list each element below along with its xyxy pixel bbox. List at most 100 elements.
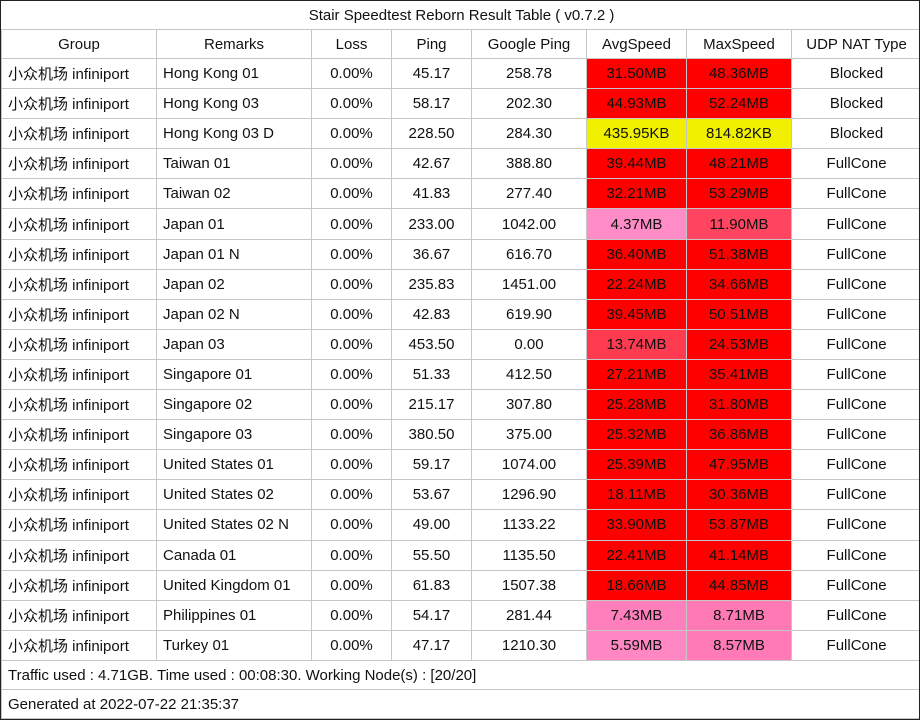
cell-remarks: Taiwan 01 [156, 148, 312, 180]
title-row: Stair Speedtest Reborn Result Table ( v0… [1, 1, 919, 30]
cell-udp-nat-type: FullCone [790, 449, 919, 481]
table-row: 小众机场 infiniport Taiwan 01 0.00% 42.67 388.80… [1, 148, 919, 180]
cell-group: 小众机场 infiniport [1, 419, 157, 451]
cell-avg-speed: 25.39MB [586, 449, 687, 481]
cell-ping: 49.00 [391, 509, 472, 541]
cell-loss: 0.00% [311, 599, 392, 631]
cell-group: 小众机场 infiniport [1, 509, 157, 541]
cell-loss: 0.00% [311, 539, 392, 571]
cell-ping: 54.17 [391, 599, 472, 631]
cell-avg-speed: 25.28MB [586, 389, 687, 421]
cell-avg-speed: 4.37MB [586, 208, 687, 240]
cell-avg-speed: 39.45MB [586, 298, 687, 330]
cell-group: 小众机场 infiniport [1, 479, 157, 511]
cell-avg-speed: 18.11MB [586, 479, 687, 511]
cell-loss: 0.00% [311, 88, 392, 120]
table-row: 小众机场 infiniport Japan 01 N 0.00% 36.67 616.7… [1, 238, 919, 270]
cell-remarks: Singapore 01 [156, 358, 312, 391]
table-row: 小众机场 infiniport United States 02 0.00% 53.6… [1, 479, 919, 511]
cell-remarks: United States 01 [156, 449, 312, 481]
cell-max-speed: 48.21MB [686, 148, 792, 180]
cell-udp-nat-type: Blocked [790, 88, 919, 120]
cell-group: 小众机场 infiniport [1, 88, 157, 120]
cell-remarks: Singapore 03 [156, 419, 312, 451]
cell-remarks: Japan 02 N [156, 298, 312, 330]
cell-group: 小众机场 infiniport [1, 599, 157, 631]
cell-avg-speed: 5.59MB [586, 629, 687, 662]
cell-avg-speed: 435.95KB [586, 118, 687, 150]
generated-row: Generated at 2022-07-22 21:35:37 [1, 689, 919, 719]
cell-group: 小众机场 infiniport [1, 449, 157, 481]
generated-line: Generated at 2022-07-22 21:35:37 [1, 689, 919, 719]
cell-google-ping: 1135.50 [471, 539, 587, 571]
cell-ping: 228.50 [391, 118, 472, 150]
cell-remarks: Singapore 02 [156, 389, 312, 421]
cell-ping: 215.17 [391, 389, 472, 421]
cell-ping: 41.83 [391, 178, 472, 210]
cell-max-speed: 41.14MB [686, 539, 792, 571]
table-row: 小众机场 infiniport Philippines 01 0.00% 54.17 2… [1, 599, 919, 631]
table-row: 小众机场 infiniport Singapore 02 0.00% 215.17 30… [1, 389, 919, 421]
cell-remarks: Japan 01 [156, 208, 312, 240]
table-row: 小众机场 infiniport Japan 01 0.00% 233.00 1042.0… [1, 208, 919, 240]
cell-google-ping: 1507.38 [471, 569, 587, 601]
cell-google-ping: 388.80 [471, 148, 587, 180]
cell-ping: 58.17 [391, 88, 472, 120]
cell-max-speed: 8.57MB [686, 629, 792, 662]
table-row: 小众机场 infiniport Japan 03 0.00% 453.50 0.00 13… [1, 328, 919, 360]
cell-ping: 45.17 [391, 57, 472, 90]
cell-remarks: Hong Kong 03 D [156, 118, 312, 150]
cell-max-speed: 35.41MB [686, 358, 792, 391]
cell-google-ping: 281.44 [471, 599, 587, 631]
cell-udp-nat-type: FullCone [790, 479, 919, 511]
column-header-google-ping: Google Ping [471, 29, 587, 59]
cell-remarks: Turkey 01 [156, 629, 312, 662]
cell-ping: 380.50 [391, 419, 472, 451]
column-header-avg-speed: AvgSpeed [586, 29, 687, 59]
cell-udp-nat-type: Blocked [790, 118, 919, 150]
cell-google-ping: 1133.22 [471, 509, 587, 541]
cell-max-speed: 11.90MB [686, 208, 792, 240]
cell-group: 小众机场 infiniport [1, 539, 157, 571]
cell-ping: 53.67 [391, 479, 472, 511]
cell-loss: 0.00% [311, 238, 392, 270]
cell-avg-speed: 44.93MB [586, 88, 687, 120]
cell-loss: 0.00% [311, 178, 392, 210]
cell-udp-nat-type: FullCone [790, 509, 919, 541]
cell-max-speed: 48.36MB [686, 57, 792, 90]
table-row: 小众机场 infiniport United Kingdom 01 0.00% 61.… [1, 569, 919, 601]
cell-loss: 0.00% [311, 358, 392, 391]
cell-group: 小众机场 infiniport [1, 569, 157, 601]
table-row: 小众机场 infiniport Taiwan 02 0.00% 41.83 277.40… [1, 178, 919, 210]
cell-max-speed: 47.95MB [686, 449, 792, 481]
cell-udp-nat-type: FullCone [790, 389, 919, 421]
cell-group: 小众机场 infiniport [1, 208, 157, 240]
cell-avg-speed: 7.43MB [586, 599, 687, 631]
cell-remarks: Japan 03 [156, 328, 312, 360]
table-row: 小众机场 infiniport Hong Kong 03 D 0.00% 228.50… [1, 118, 919, 150]
cell-remarks: Philippines 01 [156, 599, 312, 631]
table-row: 小众机场 infiniport Canada 01 0.00% 55.50 1135.5… [1, 539, 919, 571]
cell-loss: 0.00% [311, 569, 392, 601]
cell-google-ping: 1451.00 [471, 268, 587, 300]
cell-loss: 0.00% [311, 148, 392, 180]
cell-max-speed: 31.80MB [686, 389, 792, 421]
column-header-remarks: Remarks [156, 29, 312, 59]
cell-loss: 0.00% [311, 449, 392, 481]
cell-max-speed: 8.71MB [686, 599, 792, 631]
cell-ping: 61.83 [391, 569, 472, 601]
cell-ping: 233.00 [391, 208, 472, 240]
cell-loss: 0.00% [311, 328, 392, 360]
cell-udp-nat-type: FullCone [790, 599, 919, 631]
cell-loss: 0.00% [311, 208, 392, 240]
cell-remarks: Canada 01 [156, 539, 312, 571]
table-row: 小众机场 infiniport United States 01 0.00% 59.1… [1, 449, 919, 481]
cell-avg-speed: 22.24MB [586, 268, 687, 300]
cell-udp-nat-type: FullCone [790, 268, 919, 300]
cell-google-ping: 1074.00 [471, 449, 587, 481]
table-row: 小众机场 infiniport Japan 02 N 0.00% 42.83 619.9… [1, 298, 919, 330]
cell-avg-speed: 25.32MB [586, 419, 687, 451]
cell-google-ping: 1296.90 [471, 479, 587, 511]
